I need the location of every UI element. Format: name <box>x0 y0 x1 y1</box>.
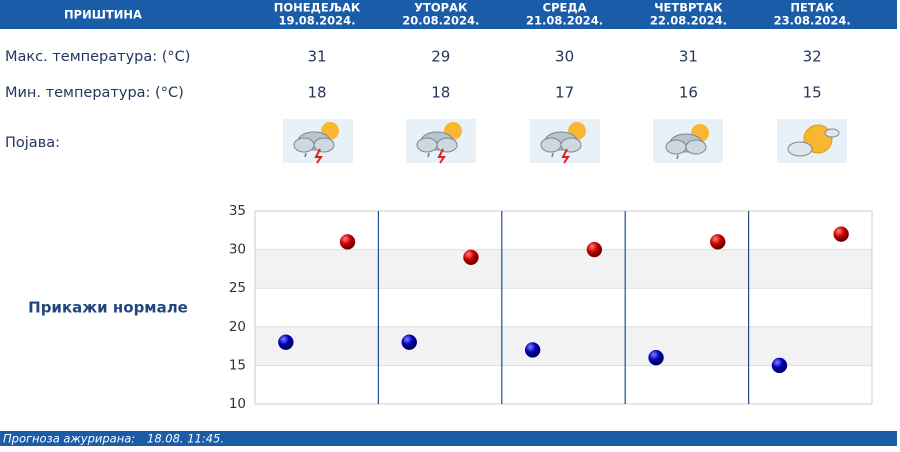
weather-icon <box>652 118 724 164</box>
y-tick-label: 35 <box>229 203 246 219</box>
table-value: 32 <box>803 48 822 66</box>
table-value: 30 <box>555 48 574 66</box>
y-tick-label: 10 <box>229 396 246 412</box>
temperature-point <box>771 357 788 374</box>
day-name: УТОРАК <box>414 1 468 15</box>
day-name: ПЕТАК <box>790 1 834 15</box>
table-value: 17 <box>555 84 574 102</box>
table-value: 16 <box>679 84 698 102</box>
day-name: ПОНЕДЕЉАК <box>274 1 361 15</box>
temperature-point <box>648 349 664 366</box>
table-value: 31 <box>307 48 326 66</box>
y-tick-label: 20 <box>229 319 246 335</box>
y-tick-label: 25 <box>229 280 246 296</box>
table-value: 18 <box>431 84 450 102</box>
temperature-point <box>586 241 603 258</box>
temperature-point <box>710 234 726 250</box>
header-bar <box>0 0 897 29</box>
day-name: СРЕДА <box>543 1 587 15</box>
city: ПРИШТИНА <box>64 8 142 22</box>
weather-icon <box>282 118 354 164</box>
temperature-point <box>278 334 294 350</box>
day-date: 23.08.2024. <box>774 14 851 28</box>
table-value: 29 <box>431 48 450 66</box>
footer-bar <box>0 431 897 446</box>
day-name: ЧЕТВРТАК <box>654 1 723 15</box>
weather-icon <box>529 118 601 164</box>
temperature-point <box>833 226 849 242</box>
footer-updated: 18.08. 11:45. <box>147 432 224 446</box>
temperature-point <box>401 334 417 350</box>
table-value: 18 <box>307 84 326 102</box>
weather-icon <box>405 118 477 164</box>
table-value: 31 <box>679 48 698 66</box>
plot-border <box>254 210 873 405</box>
show-normals-link[interactable]: Прикажи нормале <box>28 299 188 317</box>
temperature-point <box>524 342 541 358</box>
row-label: Појава: <box>5 135 60 151</box>
table-value: 15 <box>803 84 822 102</box>
day-date: 22.08.2024. <box>650 14 727 28</box>
row-label: Мин. температура: (°C) <box>5 85 184 101</box>
day-date: 19.08.2024. <box>278 14 355 28</box>
temperature-point <box>339 234 356 250</box>
weather-icon <box>776 118 848 164</box>
y-tick-label: 30 <box>229 242 246 258</box>
temperature-point <box>463 249 479 266</box>
band <box>255 249 872 289</box>
day-date: 21.08.2024. <box>526 14 603 28</box>
y-tick-label: 15 <box>229 357 246 373</box>
day-date: 20.08.2024. <box>402 14 479 28</box>
footer-label: Прогноза ажурирана: <box>3 432 135 446</box>
row-label: Макс. температура: (°C) <box>5 49 190 65</box>
band <box>255 326 872 366</box>
